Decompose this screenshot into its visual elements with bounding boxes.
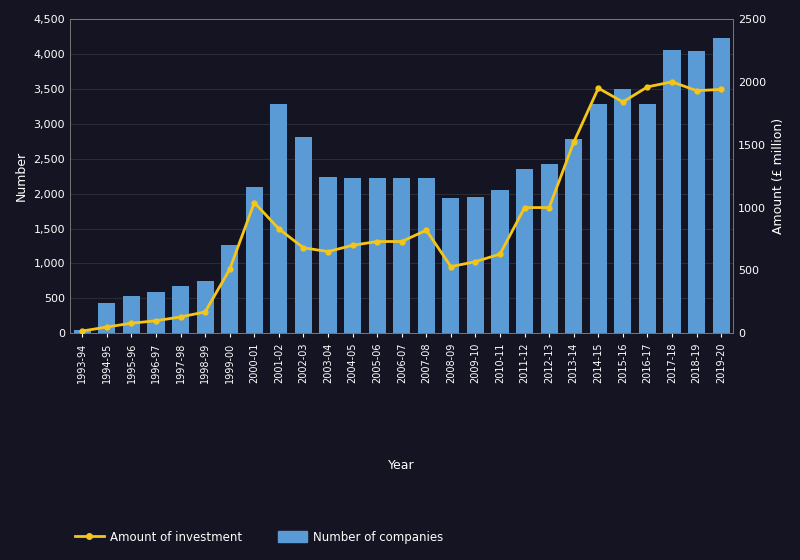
Bar [467, 197, 484, 333]
Bar [246, 187, 263, 333]
Bar [639, 104, 656, 333]
Bar [516, 169, 534, 333]
Bar [344, 178, 362, 333]
X-axis label: Year: Year [389, 459, 415, 472]
Bar [590, 104, 607, 333]
Bar [74, 330, 91, 333]
Bar [713, 38, 730, 333]
Bar [123, 296, 140, 333]
Bar [221, 245, 238, 333]
Bar [614, 89, 631, 333]
Bar [418, 178, 435, 333]
Bar [565, 139, 582, 333]
Bar [541, 164, 558, 333]
Bar [172, 286, 190, 333]
Bar [393, 178, 410, 333]
Bar [98, 304, 115, 333]
Bar [270, 104, 287, 333]
Bar [491, 190, 509, 333]
Bar [663, 50, 681, 333]
Bar [688, 51, 706, 333]
Bar [147, 292, 165, 333]
Bar [295, 137, 312, 333]
Bar [319, 177, 337, 333]
Bar [442, 198, 459, 333]
Y-axis label: Amount (£ million): Amount (£ million) [772, 118, 785, 234]
Bar [369, 178, 386, 333]
Bar [197, 281, 214, 333]
Y-axis label: Number: Number [15, 151, 28, 201]
Legend: Amount of investment, Number of companies: Amount of investment, Number of companie… [70, 526, 448, 548]
